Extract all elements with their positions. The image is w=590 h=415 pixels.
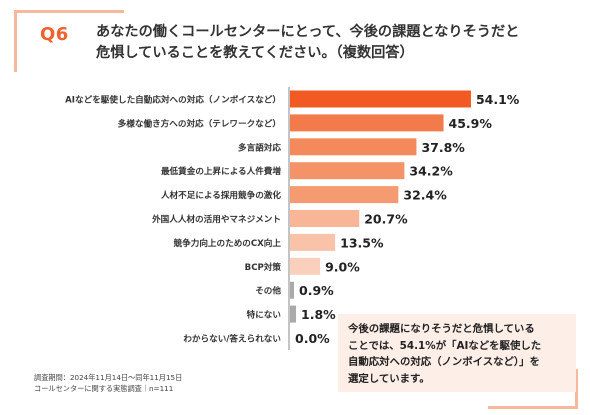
callout-box: [338, 314, 576, 392]
category-label: わからない/答えられない: [183, 333, 281, 345]
bar: [290, 210, 360, 227]
survey-period: 調査期間：2024年11月14日～同年11月15日: [34, 373, 183, 382]
question-number: Q6: [40, 24, 69, 45]
bar: [290, 90, 471, 108]
survey-footer: 調査期間：2024年11月14日～同年11月15日 コールセンターに関する実態調…: [34, 372, 182, 394]
callout-line-4: 選定しています。: [348, 372, 430, 385]
category-label: 外国人人材の活用やマネジメント: [151, 213, 281, 225]
bar: [290, 305, 297, 323]
bar: [290, 138, 417, 156]
value-label: 13.5%: [340, 235, 384, 250]
category-label: 特にない: [247, 309, 282, 321]
question-title-line-1: あなたの働くコールセンターにとって、今後の課題となりそうだと: [96, 24, 520, 40]
corner-accent-top: [14, 10, 124, 13]
value-label: 54.1%: [476, 92, 520, 107]
survey-source: コールセンターに関する実態調査｜n=111: [34, 384, 174, 393]
question-title-line-2: 危惧していることを教えてください。（複数回答）: [96, 45, 414, 61]
corner-accent-left: [14, 10, 17, 72]
category-label: 多言語対応: [238, 141, 281, 153]
value-label: 9.0%: [325, 259, 360, 274]
category-label: AIなどを駆使した自動応対への対応（ノンボイスなど）: [65, 94, 281, 106]
callout-text: 今後の課題になりそうだと危惧している ことでは、54.1%が「AIなどを駆使した…: [348, 321, 573, 387]
value-label: 20.7%: [364, 212, 408, 227]
callout-line-2: ことでは、54.1%が「AIなどを駆使した: [348, 339, 542, 352]
callout-line-3: 自動応対への対応（ノンボイスなど）」を: [348, 356, 540, 368]
category-label: 人材不足による採用競争の激化: [161, 189, 281, 201]
bar: [290, 162, 405, 180]
category-label: BCP対策: [245, 261, 282, 273]
value-label: 1.8%: [301, 307, 336, 322]
category-label: 多様な働き方への対応（テレワークなど）: [118, 117, 281, 129]
value-label: 37.8%: [421, 140, 465, 155]
bar: [290, 257, 321, 275]
bar: [290, 281, 294, 299]
corner-accent-right: [575, 369, 578, 409]
category-label: 競争力向上のためのCX向上: [174, 237, 282, 249]
bar: [290, 114, 444, 132]
bar: [290, 233, 336, 251]
callout-line-1: 今後の課題になりそうだと危惧している: [348, 323, 535, 335]
value-label: 45.9%: [449, 116, 493, 131]
corner-accent-bottom: [488, 406, 578, 409]
value-label: 0.0%: [295, 331, 330, 346]
value-label: 34.2%: [409, 164, 453, 179]
value-label: 0.9%: [299, 283, 334, 298]
value-label: 32.4%: [403, 188, 447, 203]
question-title: あなたの働くコールセンターにとって、今後の課題となりそうだと 危惧していることを…: [96, 22, 566, 64]
category-label: 最低賃金の上昇による人件費増: [161, 165, 281, 177]
category-label: その他: [255, 285, 281, 297]
bar: [290, 186, 399, 204]
